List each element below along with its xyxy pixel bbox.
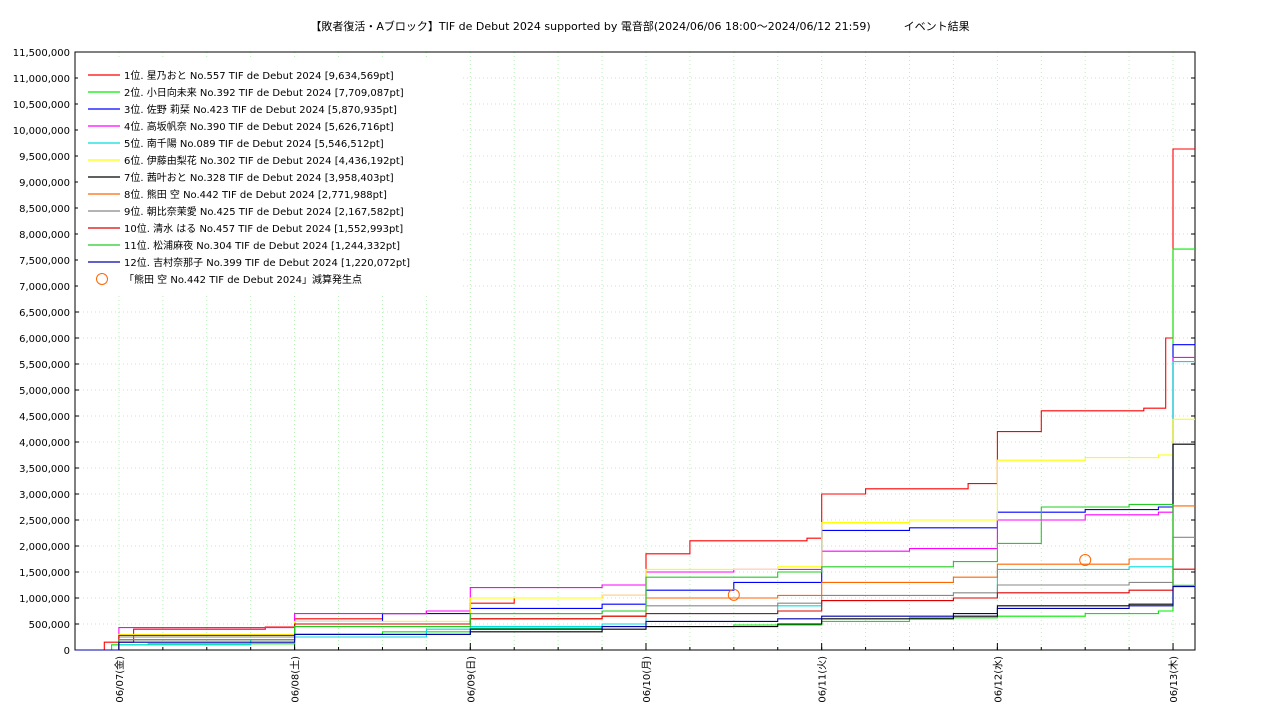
- x-tick-label: 06/07(金): [113, 656, 126, 703]
- y-tick-label: 1,000,000: [19, 594, 70, 605]
- legend-entry: 6位. 伊藤由梨花 No.302 TIF de Debut 2024 [4,43…: [124, 154, 404, 167]
- series-line: [75, 586, 1195, 651]
- series-line: [75, 505, 1195, 651]
- series-line: [75, 418, 1195, 651]
- chart-title: 【敗者復活・Aブロック】TIF de Debut 2024 supported …: [310, 20, 970, 33]
- y-tick-label: 3,000,000: [19, 490, 70, 501]
- y-tick-label: 10,500,000: [13, 100, 70, 111]
- y-tick-label: 500,000: [29, 620, 70, 631]
- y-tick-label: 4,000,000: [19, 438, 70, 449]
- series-line: [75, 536, 1195, 651]
- annotation-marker: [1079, 554, 1092, 567]
- y-tick-label: 11,500,000: [13, 48, 70, 59]
- y-tick-label: 8,000,000: [19, 230, 70, 241]
- y-tick-label: 5,000,000: [19, 386, 70, 397]
- x-tick-label: 06/12(水): [992, 656, 1004, 703]
- y-tick-label: 7,500,000: [19, 256, 70, 267]
- legend-entry: 2位. 小日向未来 No.392 TIF de Debut 2024 [7,70…: [124, 86, 404, 99]
- legend-entry: 4位. 高坂帆奈 No.390 TIF de Debut 2024 [5,626…: [124, 120, 394, 133]
- x-tick-label: 06/11(火): [817, 656, 829, 703]
- y-tick-label: 4,500,000: [19, 412, 70, 423]
- series-line: [75, 503, 1195, 651]
- series-layer: [75, 148, 1195, 651]
- y-tick-label: 10,000,000: [13, 126, 70, 137]
- legend-entry: 11位. 松浦麻夜 No.304 TIF de Debut 2024 [1,24…: [124, 239, 400, 252]
- x-tick-label: 06/08(土): [289, 656, 302, 703]
- legend-annotation-label: 「熊田 空 No.442 TIF de Debut 2024」減算発生点: [124, 273, 362, 286]
- legend-entry: 8位. 熊田 空 No.442 TIF de Debut 2024 [2,771…: [124, 188, 387, 201]
- y-tick-label: 9,000,000: [19, 178, 70, 189]
- x-tick-label: 06/09(日): [466, 656, 477, 703]
- legend-entry: 10位. 清水 はる No.457 TIF de Debut 2024 [1,5…: [124, 222, 403, 235]
- y-tick-label: 3,500,000: [19, 464, 70, 475]
- y-tick-label: 11,000,000: [13, 74, 70, 85]
- y-tick-label: 6,000,000: [19, 334, 70, 345]
- plot-frame: [74, 51, 1196, 651]
- y-tick-label: 2,000,000: [19, 542, 70, 553]
- legend: 1位. 星乃おと No.557 TIF de Debut 2024 [9,634…: [78, 60, 460, 296]
- legend-entry: 7位. 茜叶おと No.328 TIF de Debut 2024 [3,958…: [124, 171, 394, 184]
- series-line: [75, 356, 1195, 651]
- legend-entry: 5位. 南千陽 No.089 TIF de Debut 2024 [5,546,…: [124, 137, 384, 150]
- y-tick-label: 9,500,000: [19, 152, 70, 163]
- x-tick-label: 06/10(月): [641, 656, 653, 703]
- legend-marker: [96, 273, 108, 285]
- y-tick-label: 0: [64, 646, 70, 657]
- series-line: [75, 361, 1195, 651]
- y-tick-label: 8,500,000: [19, 204, 70, 215]
- series-line: [75, 248, 1195, 651]
- series-line: [75, 443, 1195, 651]
- axis-layer: 0 500,000 1,000,000 1,500,000 2,000,000 2,500…: [13, 48, 1196, 703]
- grid-layer: [75, 52, 1195, 650]
- annotation-marker: [727, 588, 740, 601]
- legend-entry: 3位. 佐野 莉栞 No.423 TIF de Debut 2024 [5,87…: [124, 103, 397, 116]
- y-tick-label: 1,500,000: [19, 568, 70, 579]
- y-tick-label: 7,000,000: [19, 282, 70, 293]
- legend-box: [78, 60, 460, 296]
- y-tick-label: 6,500,000: [19, 308, 70, 319]
- legend-entry: 12位. 吉村奈那子 No.399 TIF de Debut 2024 [1,2…: [124, 256, 410, 269]
- y-tick-label: 2,500,000: [19, 516, 70, 527]
- legend-entry: 9位. 朝比奈茉愛 No.425 TIF de Debut 2024 [2,16…: [124, 205, 404, 218]
- annotation-layer: [727, 554, 1092, 601]
- legend-entry: 1位. 星乃おと No.557 TIF de Debut 2024 [9,634…: [124, 69, 394, 82]
- x-tick-label: 06/13(木): [1168, 656, 1180, 703]
- y-tick-label: 5,500,000: [19, 360, 70, 371]
- series-line: [75, 568, 1195, 651]
